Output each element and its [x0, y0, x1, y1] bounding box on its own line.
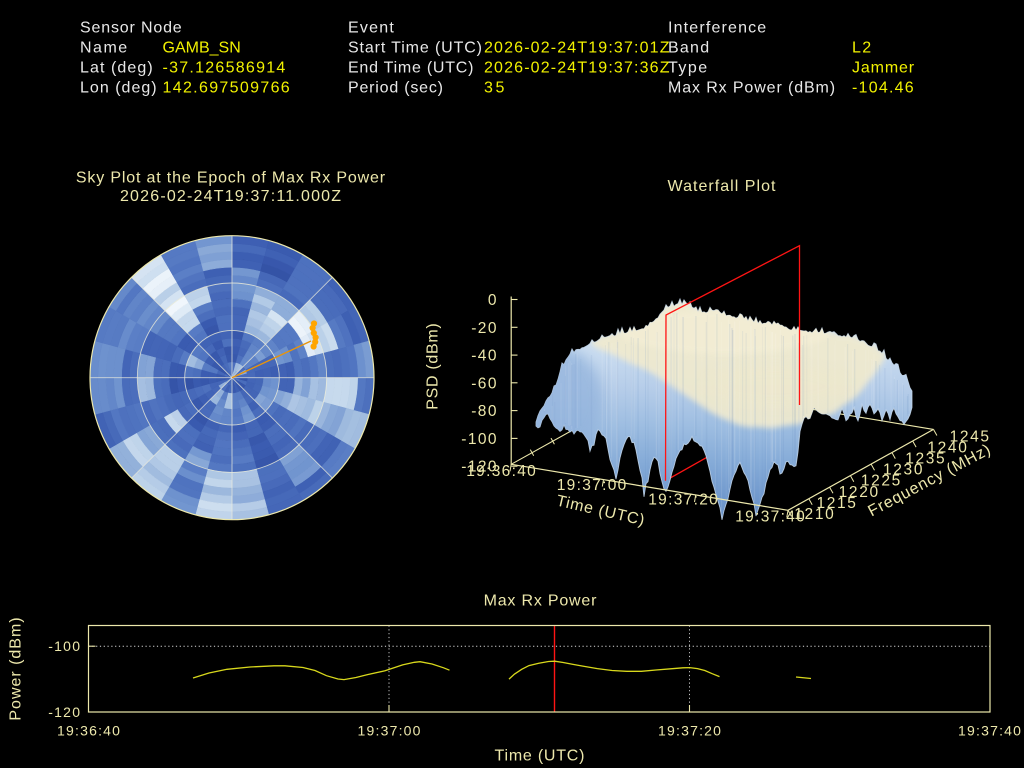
svg-text:-120: -120: [461, 459, 497, 476]
svg-text:142.697509766: 142.697509766: [163, 80, 290, 97]
svg-text:2026-02-24T19:37:11.000Z: 2026-02-24T19:37:11.000Z: [120, 188, 341, 205]
svg-text:2026-02-24T19:37:01Z: 2026-02-24T19:37:01Z: [484, 40, 670, 57]
svg-text:19:37:20: 19:37:20: [648, 492, 718, 509]
svg-text:End Time (UTC): End Time (UTC): [348, 60, 473, 77]
svg-text:19:37:20: 19:37:20: [658, 723, 721, 739]
svg-text:Event: Event: [348, 19, 394, 36]
svg-text:Period (sec): Period (sec): [348, 80, 443, 97]
svg-text:-100: -100: [461, 431, 497, 448]
svg-text:-40: -40: [471, 348, 497, 365]
svg-text:-80: -80: [471, 403, 497, 420]
svg-text:Max Rx Power: Max Rx Power: [484, 593, 597, 610]
svg-text:19:37:40: 19:37:40: [958, 723, 1021, 739]
svg-text:Band: Band: [668, 40, 709, 57]
svg-text:Type: Type: [668, 60, 707, 77]
svg-text:Start Time (UTC): Start Time (UTC): [348, 40, 482, 57]
svg-text:0: 0: [488, 292, 497, 309]
svg-text:1230: 1230: [883, 462, 923, 479]
svg-text:Sky Plot at the Epoch of Max R: Sky Plot at the Epoch of Max Rx Power: [76, 170, 386, 187]
svg-text:Max Rx Power (dBm): Max Rx Power (dBm): [668, 80, 835, 97]
svg-text:19:37:40: 19:37:40: [735, 509, 805, 526]
svg-text:-60: -60: [471, 375, 497, 392]
svg-text:19:37:00: 19:37:00: [358, 723, 421, 739]
svg-text:L2: L2: [852, 40, 871, 57]
svg-text:-104.46: -104.46: [852, 80, 914, 97]
svg-text:Sensor Node: Sensor Node: [80, 19, 182, 36]
svg-text:Interference: Interference: [668, 19, 766, 36]
svg-text:-120: -120: [48, 704, 80, 720]
svg-text:Time (UTC): Time (UTC): [495, 748, 585, 765]
svg-text:1220: 1220: [839, 484, 879, 501]
svg-text:-100: -100: [48, 638, 80, 654]
svg-text:Waterfall Plot: Waterfall Plot: [668, 178, 776, 195]
svg-text:Jammer: Jammer: [852, 60, 915, 77]
svg-text:19:37:00: 19:37:00: [557, 477, 627, 494]
svg-text:19:36:40: 19:36:40: [466, 463, 536, 480]
svg-text:Lon (deg): Lon (deg): [80, 80, 157, 97]
svg-text:1240: 1240: [927, 439, 967, 456]
svg-text:PSD (dBm): PSD (dBm): [425, 323, 442, 409]
svg-text:Name: Name: [80, 40, 127, 57]
svg-text:1210: 1210: [794, 506, 834, 523]
svg-text:Lat (deg): Lat (deg): [80, 60, 153, 77]
svg-text:Power (dBm): Power (dBm): [8, 617, 25, 720]
svg-text:19:36:40: 19:36:40: [57, 723, 120, 739]
svg-text:-37.126586914: -37.126586914: [163, 60, 286, 77]
svg-text:2026-02-24T19:37:36Z: 2026-02-24T19:37:36Z: [484, 60, 670, 77]
svg-text:GAMB_SN: GAMB_SN: [163, 40, 241, 57]
svg-text:-20: -20: [471, 320, 497, 337]
